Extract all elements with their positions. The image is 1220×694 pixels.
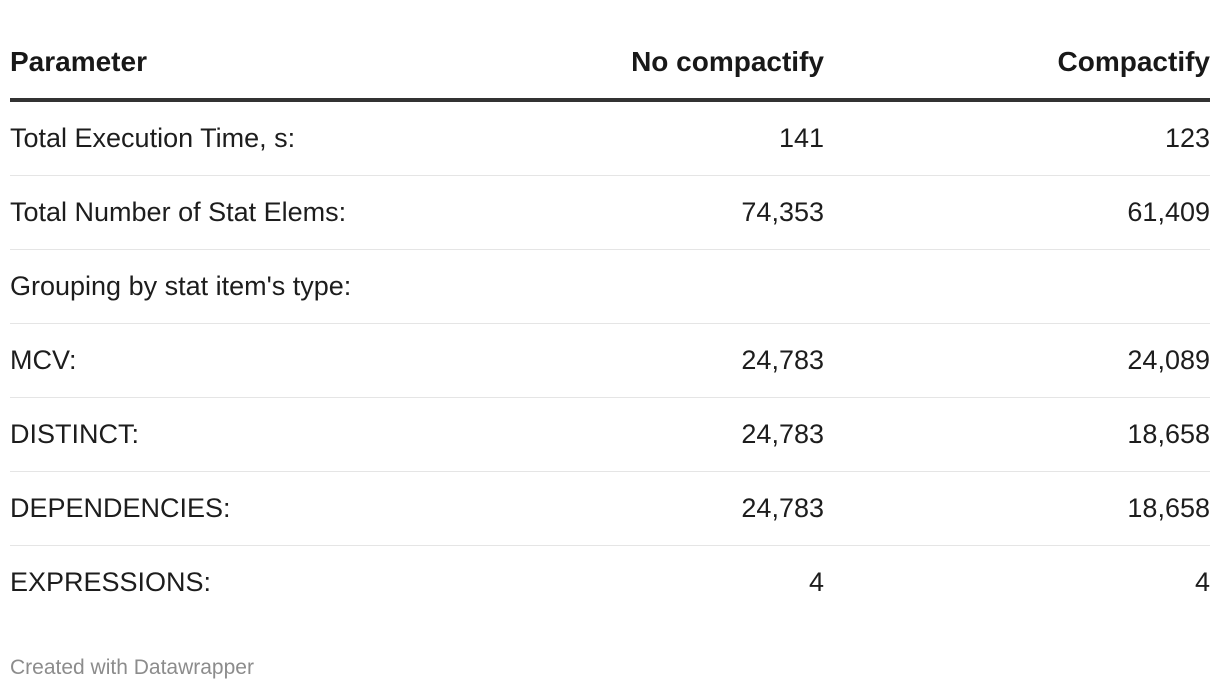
parameter-cell: DEPENDENCIES: — [10, 471, 530, 546]
table-row: Total Execution Time, s: 141 123 — [10, 100, 1210, 176]
no-compactify-cell: 4 — [808, 567, 824, 597]
no-compactify-cell: 24,783 — [530, 471, 824, 546]
no-compactify-cell: 24,783 — [530, 323, 824, 398]
compactify-cell — [824, 249, 1210, 324]
compactify-cell: 18,658 — [824, 471, 1210, 546]
data-table-container: Parameter No compactify Compactify Total… — [10, 26, 1210, 619]
table-row: DEPENDENCIES: 24,783 18,658 — [10, 471, 1210, 546]
header-row: Parameter No compactify Compactify — [10, 26, 1210, 102]
column-header-compactify[interactable]: Compactify — [824, 26, 1210, 102]
table-row: DISTINCT: 24,783 18,658 — [10, 397, 1210, 472]
table-row: MCV: 24,783 24,089 — [10, 323, 1210, 398]
parameter-cell: MCV: — [10, 323, 530, 398]
parameter-cell: Grouping by stat item's type: — [10, 249, 530, 324]
compactify-cell: 18,658 — [824, 397, 1210, 472]
compactify-cell: 4 — [1194, 567, 1210, 597]
no-compactify-cell: 141 — [530, 100, 824, 176]
parameter-cell: Total Number of Stat Elems: — [10, 175, 530, 250]
table-row: Total Number of Stat Elems: 74,353 61,40… — [10, 175, 1210, 250]
table-row: EXPRESSIONS: 4 4 — [10, 546, 1210, 620]
table-row: Grouping by stat item's type: — [10, 249, 1210, 324]
datawrapper-credit: Created with Datawrapper — [10, 656, 254, 679]
no-compactify-cell: 24,783 — [530, 397, 824, 472]
column-header-parameter[interactable]: Parameter — [10, 26, 530, 102]
column-header-no-compactify[interactable]: No compactify — [530, 26, 824, 102]
parameter-cell: Total Execution Time, s: — [10, 100, 530, 176]
comparison-table: Parameter No compactify Compactify Total… — [10, 26, 1210, 619]
parameter-cell: DISTINCT: — [10, 397, 530, 472]
compactify-cell: 123 — [824, 100, 1210, 176]
parameter-cell: EXPRESSIONS: — [10, 567, 212, 597]
no-compactify-cell: 74,353 — [530, 175, 824, 250]
compactify-cell: 61,409 — [824, 175, 1210, 250]
compactify-cell: 24,089 — [824, 323, 1210, 398]
no-compactify-cell — [530, 249, 824, 324]
